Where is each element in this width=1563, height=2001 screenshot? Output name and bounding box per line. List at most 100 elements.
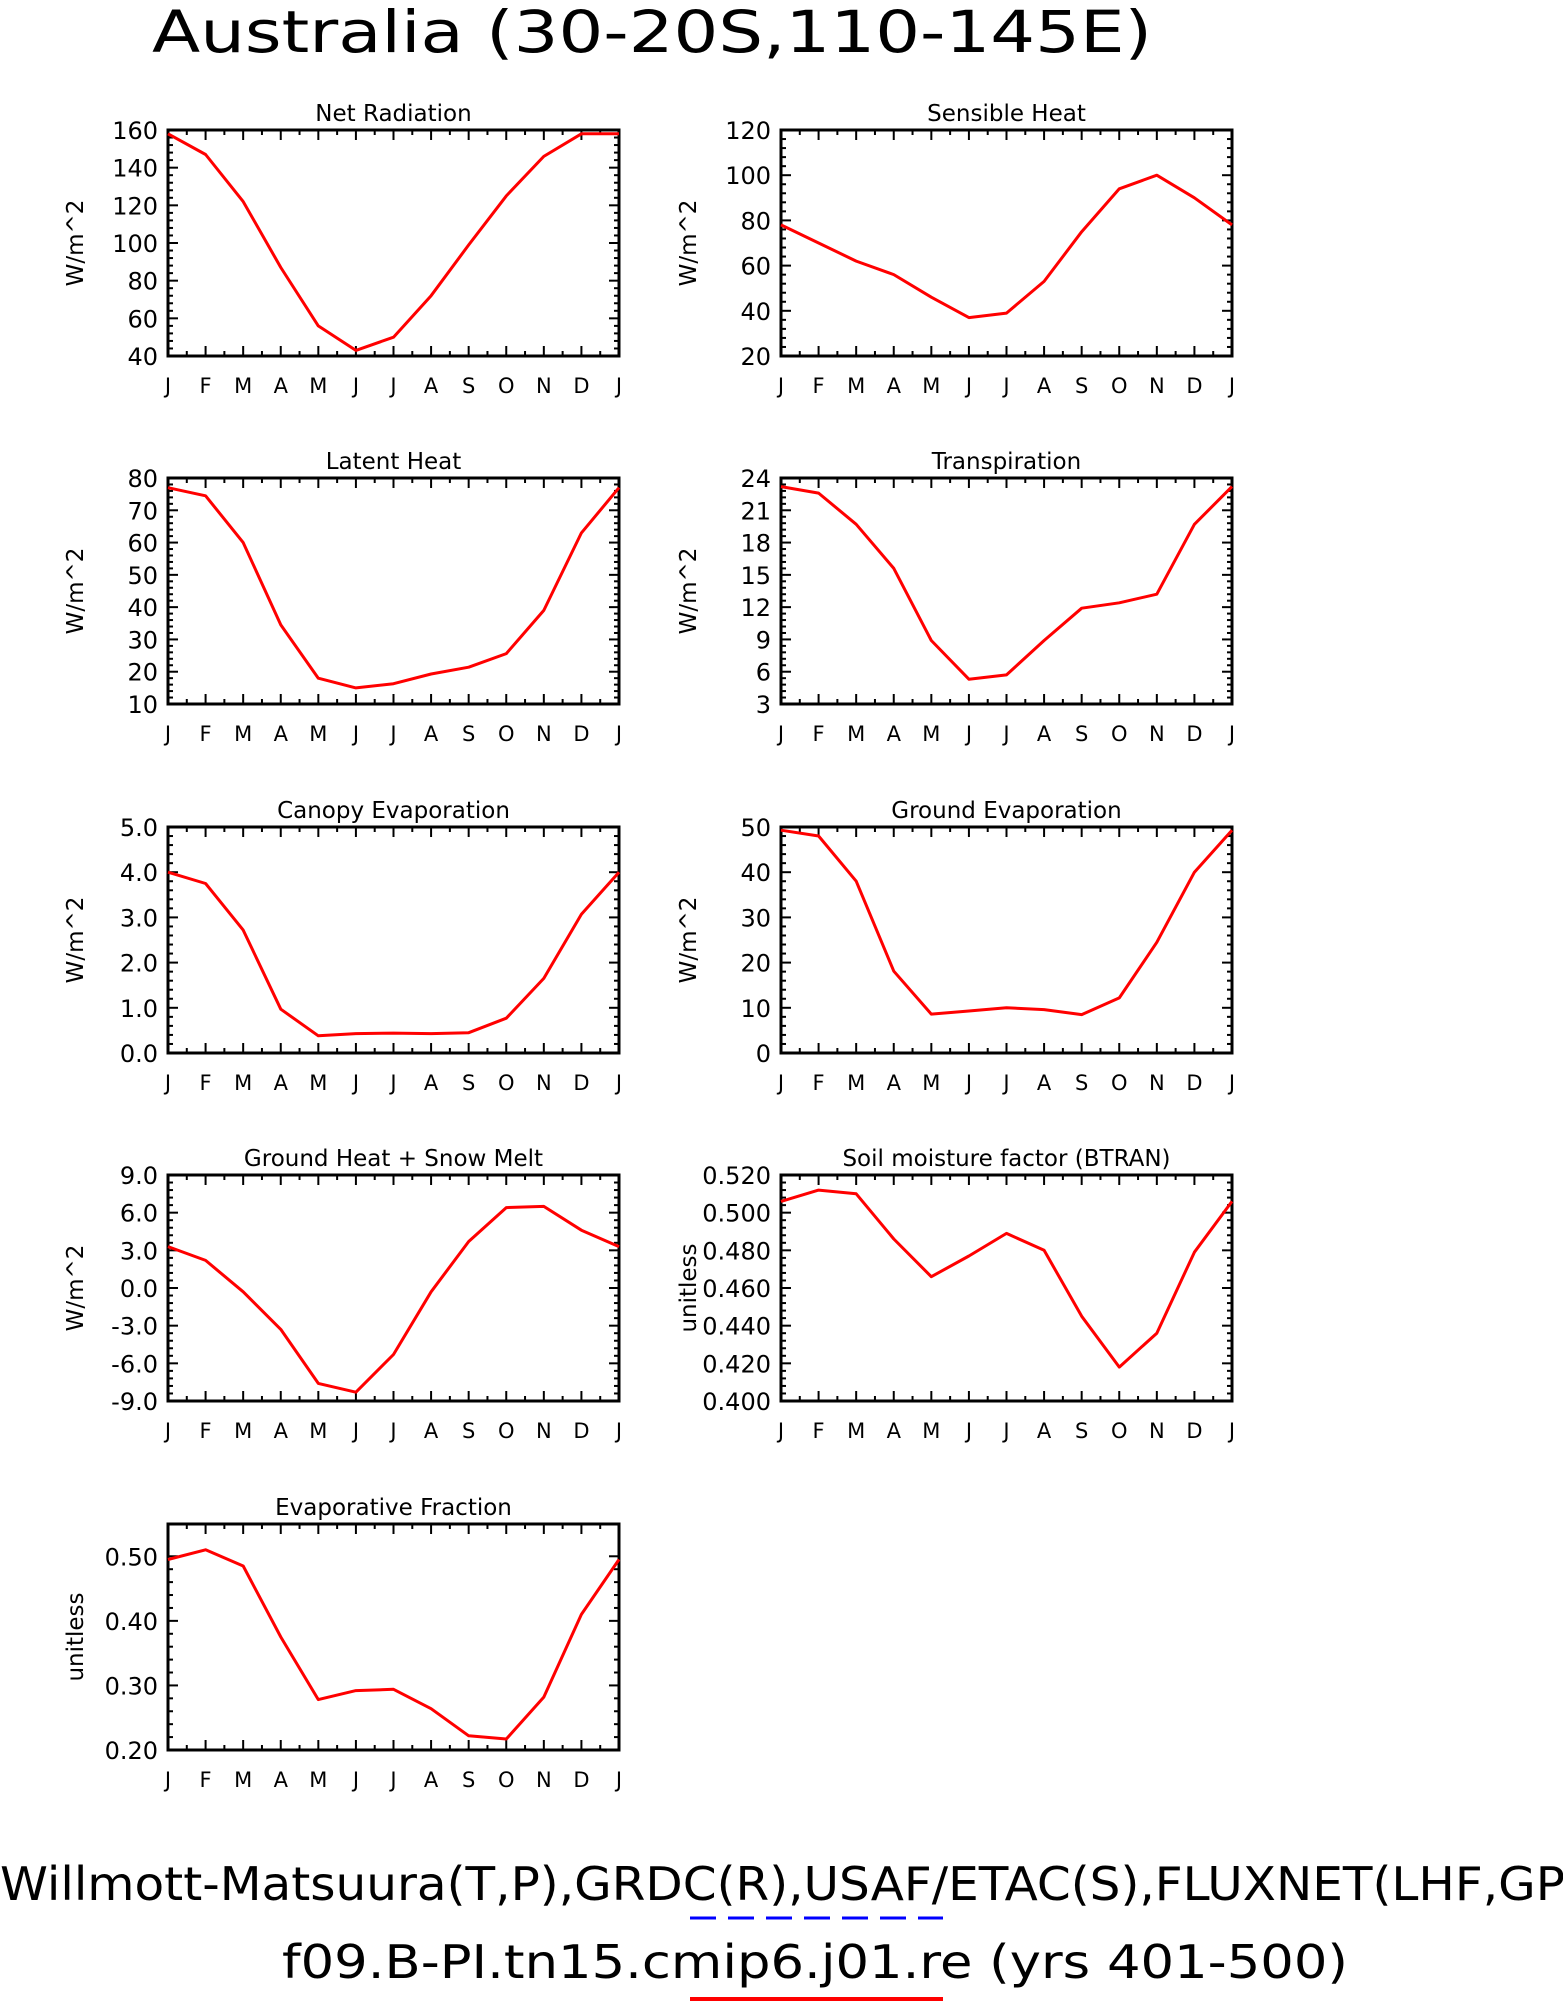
x-tick-label: A <box>1037 1419 1052 1443</box>
y-axis-label: W/m^2 <box>63 897 89 984</box>
y-tick-label: -6.0 <box>111 1350 158 1378</box>
plot-frame <box>779 128 1234 358</box>
y-tick-label: -3.0 <box>111 1313 158 1341</box>
series-line <box>780 828 1234 1017</box>
x-tick-label: F <box>200 1768 212 1792</box>
x-tick-label: F <box>813 1419 825 1443</box>
y-tick-label: 1.0 <box>120 995 158 1023</box>
x-tick-label: J <box>964 374 972 398</box>
x-tick-label: O <box>1111 1071 1128 1095</box>
x-tick-label: A <box>424 722 439 746</box>
y-tick-label: 0.0 <box>120 1040 158 1068</box>
x-tick-label: O <box>498 722 515 746</box>
x-tick-label: D <box>573 1419 589 1443</box>
x-tick-label: S <box>462 374 475 398</box>
y-tick-label: 80 <box>127 268 158 296</box>
y-tick-label: 6.0 <box>120 1200 158 1228</box>
x-tick-label: O <box>1111 1419 1128 1443</box>
y-tick-label: 21 <box>740 497 771 525</box>
plot-frame <box>166 128 621 358</box>
y-tick-label: 24 <box>740 465 771 493</box>
x-tick-label: O <box>498 374 515 398</box>
chart-title: Ground Evaporation <box>891 798 1121 824</box>
x-tick-label: A <box>274 1768 289 1792</box>
x-tick-label: M <box>234 1768 252 1792</box>
x-tick-label: D <box>1186 1071 1202 1095</box>
y-tick-label: 100 <box>112 230 158 258</box>
y-tick-label: 4.0 <box>120 859 158 887</box>
y-tick-label: 80 <box>740 207 771 235</box>
x-tick-label: J <box>351 722 359 746</box>
x-tick-label: J <box>614 1071 622 1095</box>
y-tick-label: 0.50 <box>105 1543 158 1571</box>
chart-title: Sensible Heat <box>927 101 1086 127</box>
x-tick-label: S <box>462 722 475 746</box>
y-tick-label: 100 <box>725 162 771 190</box>
y-tick-label: 40 <box>740 298 771 326</box>
y-tick-label: 10 <box>740 995 771 1023</box>
y-axis-label: unitless <box>63 1592 89 1681</box>
y-tick-label: 20 <box>740 950 771 978</box>
x-tick-label: J <box>1227 1071 1235 1095</box>
x-tick-label: J <box>388 722 396 746</box>
x-tick-label: S <box>1075 374 1088 398</box>
y-tick-label: 20 <box>127 659 158 687</box>
series-line <box>780 1188 1234 1369</box>
x-tick-label: F <box>200 1419 212 1443</box>
x-tick-label: J <box>351 374 359 398</box>
x-tick-label: J <box>614 722 622 746</box>
chart-title: Net Radiation <box>315 101 471 127</box>
x-tick-label: S <box>1075 722 1088 746</box>
x-tick-label: M <box>309 374 327 398</box>
x-tick-label: O <box>1111 374 1128 398</box>
series-line <box>167 486 621 690</box>
y-tick-label: 40 <box>740 859 771 887</box>
x-tick-label: N <box>536 374 552 398</box>
x-tick-label: N <box>536 722 552 746</box>
x-tick-label: J <box>776 722 784 746</box>
x-tick-label: M <box>847 722 865 746</box>
y-tick-label: 80 <box>127 465 158 493</box>
y-tick-label: 3.0 <box>120 904 158 932</box>
x-tick-label: M <box>234 374 252 398</box>
series-line <box>167 870 621 1038</box>
y-tick-label: 140 <box>112 155 158 183</box>
x-tick-label: J <box>163 1419 171 1443</box>
x-tick-label: O <box>498 1071 515 1095</box>
y-tick-label: 40 <box>127 594 158 622</box>
chart-title: Canopy Evaporation <box>277 798 510 824</box>
x-tick-label: D <box>1186 374 1202 398</box>
x-tick-label: J <box>163 722 171 746</box>
series-line <box>780 173 1233 320</box>
x-tick-label: A <box>424 1419 439 1443</box>
y-tick-label: 5.0 <box>120 814 158 842</box>
y-axis-label: W/m^2 <box>676 548 702 635</box>
footer-case-name: f09.B-PI.tn15.cmip6.j01.re (yrs 401-500) <box>282 1935 1348 1989</box>
series-line <box>780 485 1234 681</box>
x-tick-label: F <box>200 374 212 398</box>
chart-title: Latent Heat <box>326 449 462 475</box>
panel-ground-heat-snow-melt: J F M A M J J A S O N D J-9.0-6.0-3.00.03.06.09.0Gro… <box>63 1146 622 1443</box>
x-tick-label: F <box>813 1071 825 1095</box>
x-tick-label: J <box>1227 1419 1235 1443</box>
y-tick-label: 0 <box>756 1040 771 1068</box>
x-tick-label: N <box>536 1071 552 1095</box>
x-tick-label: A <box>887 374 902 398</box>
x-tick-label: A <box>887 722 902 746</box>
y-tick-label: 50 <box>740 814 771 842</box>
y-axis-label: W/m^2 <box>676 897 702 984</box>
x-tick-label: J <box>1001 722 1009 746</box>
x-tick-label: O <box>1111 722 1128 746</box>
x-tick-label: D <box>573 1071 589 1095</box>
x-tick-label: A <box>424 1071 439 1095</box>
y-tick-label: 3 <box>756 691 771 719</box>
y-axis-label: W/m^2 <box>63 200 89 287</box>
plot-frame <box>166 476 621 706</box>
x-tick-label: A <box>424 1768 439 1792</box>
y-tick-label: 0.480 <box>702 1237 771 1265</box>
x-tick-label: O <box>498 1768 515 1792</box>
y-tick-label: 120 <box>112 192 158 220</box>
